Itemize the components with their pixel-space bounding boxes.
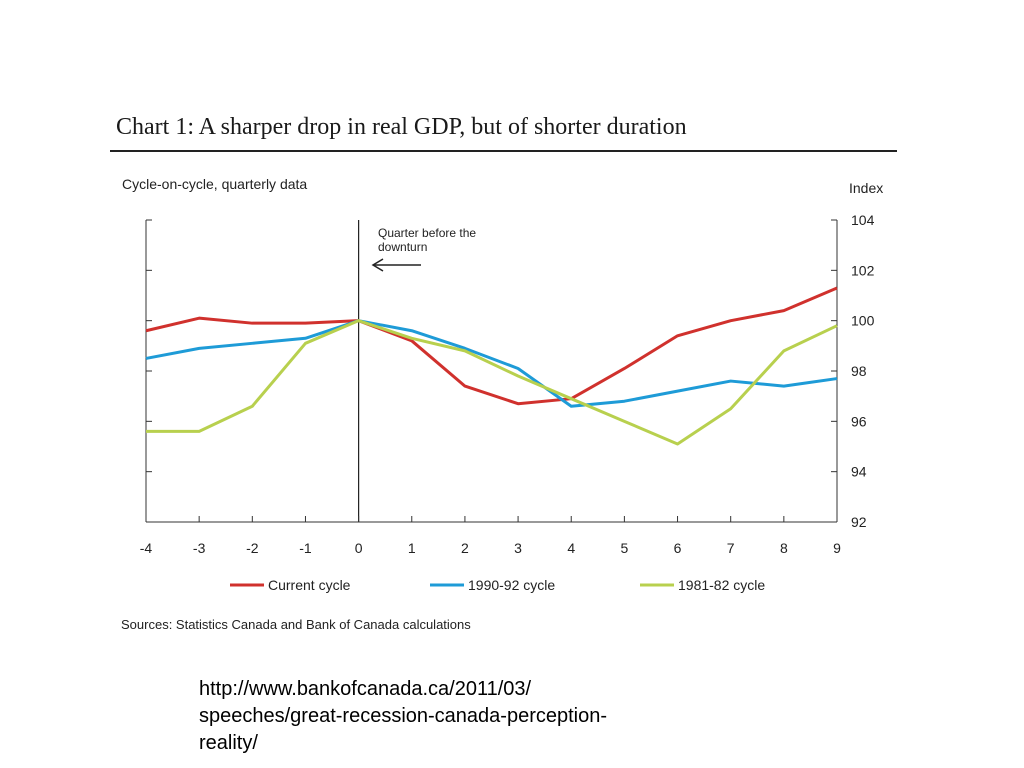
x-tick-label: 8: [780, 540, 788, 556]
source-note: Sources: Statistics Canada and Bank of C…: [121, 617, 471, 632]
x-tick-label: -3: [193, 540, 206, 556]
series-line: [146, 319, 838, 446]
y-axis-unit-label: Index: [849, 180, 884, 196]
y-tick-label: 100: [851, 313, 875, 329]
x-tick-label: -2: [246, 540, 259, 556]
legend: Current cycle 1990-92 cycle 1981-82 cycle: [230, 577, 765, 593]
tick-labels: 92 94 96 98 100 102 104 -4 -3 -2 -1 0 1 2 3 4 5 6 7 8 9: [140, 212, 875, 556]
series-line: [145, 319, 838, 408]
x-tick-label: -1: [299, 540, 312, 556]
x-tick-label: 9: [833, 540, 841, 556]
y-tick-label: 98: [851, 363, 867, 379]
legend-label: 1990-92 cycle: [468, 577, 555, 593]
series-lines: [145, 286, 838, 446]
chart-axes: [145, 219, 838, 523]
quarter-before-downturn-annotation: Quarter before the downturn: [371, 226, 476, 272]
x-tick-label: 6: [674, 540, 682, 556]
y-tick-label: 104: [851, 212, 875, 228]
chart-subtitle: Cycle-on-cycle, quarterly data: [122, 176, 308, 192]
y-tick-label: 92: [851, 514, 867, 530]
x-tick-label: 5: [620, 540, 628, 556]
annotation-text-line2: downturn: [378, 240, 427, 254]
x-tick-label: 1: [408, 540, 416, 556]
x-tick-label: -4: [140, 540, 153, 556]
url-line: http://www.bankofcanada.ca/2011/03/: [199, 678, 532, 700]
reference-url: http://www.bankofcanada.ca/2011/03/ spee…: [199, 676, 759, 757]
y-tick-label: 96: [851, 413, 867, 429]
legend-label: 1981-82 cycle: [678, 577, 765, 593]
annotation-text-line1: Quarter before the: [378, 226, 476, 240]
x-tick-label: 0: [355, 540, 363, 556]
legend-label: Current cycle: [268, 577, 351, 593]
x-tick-label: 4: [567, 540, 575, 556]
y-tick-label: 94: [851, 464, 867, 480]
y-tick-label: 102: [851, 262, 875, 278]
series-line: [145, 286, 838, 406]
url-line: speeches/great-recession-canada-percepti…: [199, 705, 608, 727]
left-arrow-icon: [371, 258, 384, 272]
x-tick-label: 7: [727, 540, 735, 556]
chart-title: Chart 1: A sharper drop in real GDP, but…: [116, 114, 687, 140]
x-tick-label: 2: [461, 540, 469, 556]
x-tick-label: 3: [514, 540, 522, 556]
title-rule: [110, 150, 897, 152]
url-line: reality/: [199, 732, 258, 754]
